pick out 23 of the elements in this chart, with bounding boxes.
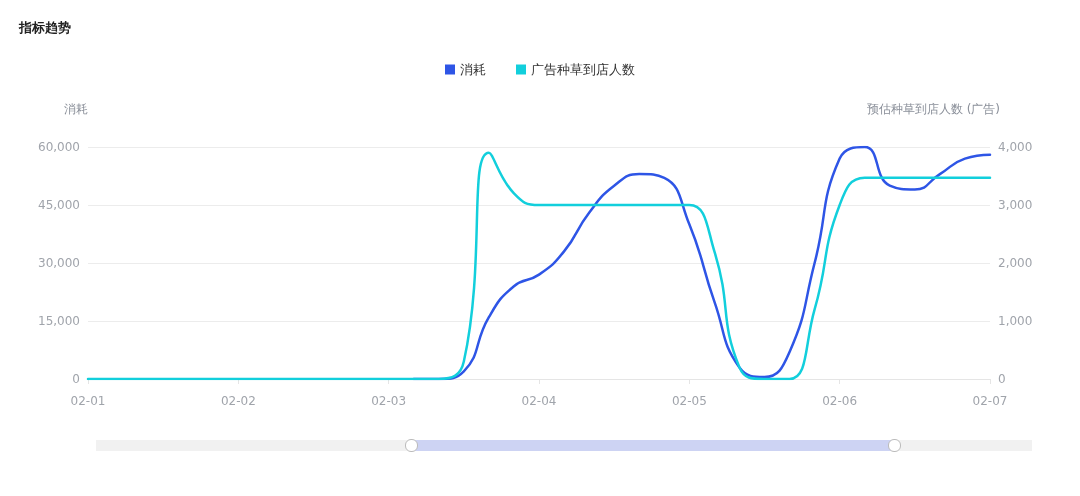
chart-title: 指标趋势 [18, 20, 71, 35]
y-tick-label: 15,000 [38, 314, 80, 328]
y-tick-label: 30,000 [38, 256, 80, 270]
y2-tick-label: 1,000 [998, 314, 1033, 328]
y2-tick-label: 3,000 [998, 198, 1033, 212]
x-tick-label: 02-01 [70, 394, 106, 408]
legend-label: 消耗 [460, 62, 486, 77]
line-series [86, 151, 992, 381]
x-tick-label: 02-07 [972, 394, 1008, 408]
x-tick-label: 02-06 [822, 394, 858, 408]
y-tick-label: 45,000 [38, 198, 80, 212]
y2-tick-label: 2,000 [998, 256, 1033, 270]
y-tick-label: 60,000 [38, 140, 80, 154]
y2-axis-title: 预估种草到店人数 (广告) [866, 102, 1000, 116]
x-tick-label: 02-02 [220, 394, 256, 408]
y-axis-title: 消耗 [64, 102, 88, 116]
x-tick-label: 02-03 [371, 394, 407, 408]
y2-tick-label: 0 [998, 372, 1006, 386]
y-tick-label: 0 [72, 372, 80, 386]
x-tick-label: 02-05 [671, 394, 707, 408]
x-tick-label: 02-04 [521, 394, 557, 408]
legend-label: 广告种草到店人数 [531, 62, 635, 77]
y2-tick-label: 4,000 [998, 140, 1033, 154]
